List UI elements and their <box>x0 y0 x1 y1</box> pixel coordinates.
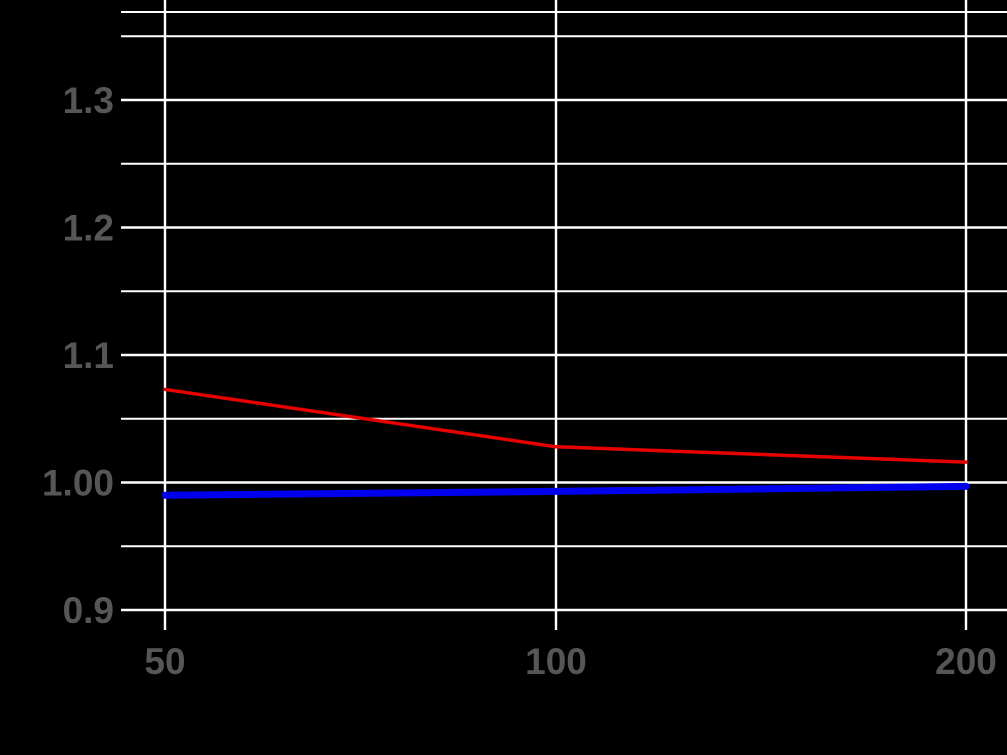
red-series <box>163 387 968 464</box>
y-tick-label: 1.2 <box>63 208 114 249</box>
y-tick-label: 1.00 <box>42 463 114 504</box>
y-tick-label: 1.3 <box>63 80 114 121</box>
y-tick-label: 1.1 <box>63 335 114 376</box>
x-tick-label: 200 <box>935 641 997 682</box>
x-tick-label: 50 <box>144 641 185 682</box>
y-tick-label: 0.9 <box>63 590 114 631</box>
blue-series <box>161 482 970 499</box>
x-tick-label: 100 <box>525 641 587 682</box>
